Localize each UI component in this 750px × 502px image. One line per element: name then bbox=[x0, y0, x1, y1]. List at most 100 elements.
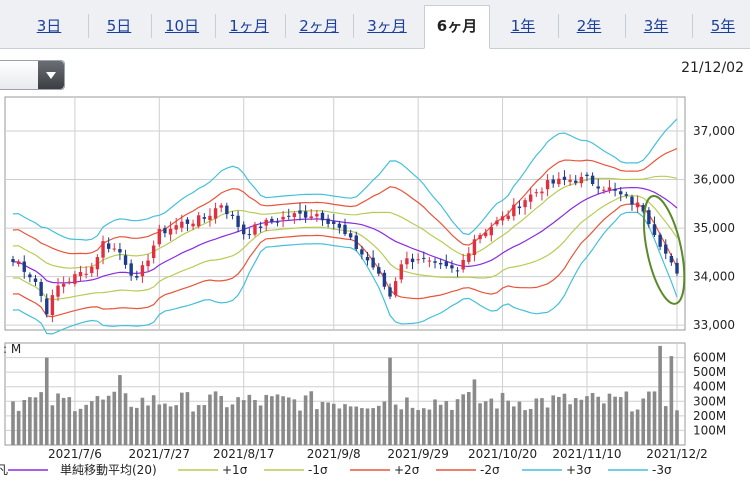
volume-bar bbox=[669, 356, 674, 445]
candle-body bbox=[461, 259, 465, 270]
volume-bar bbox=[163, 403, 167, 445]
candle-body bbox=[236, 215, 240, 227]
volume-tick-label: 400M bbox=[693, 380, 726, 394]
dropdown-button[interactable] bbox=[38, 61, 64, 89]
tab-11[interactable]: 5年 bbox=[710, 17, 736, 35]
volume-bar bbox=[444, 401, 449, 445]
volume-bar bbox=[557, 396, 561, 445]
candle-body bbox=[28, 274, 32, 278]
volume-bar bbox=[286, 397, 291, 445]
volume-bar bbox=[416, 410, 420, 445]
volume-bar bbox=[658, 345, 662, 445]
candle-body bbox=[472, 239, 477, 256]
volume-bar bbox=[388, 357, 392, 445]
volume-bar bbox=[44, 357, 49, 445]
volume-bar bbox=[134, 407, 139, 445]
candle-body bbox=[585, 174, 589, 177]
candle-body bbox=[590, 175, 595, 185]
price-tick-label: 33,000 bbox=[693, 318, 735, 332]
volume-bar bbox=[568, 404, 572, 445]
candle-body bbox=[73, 274, 77, 284]
candle-body bbox=[168, 228, 173, 235]
price-tick-label: 35,000 bbox=[693, 221, 735, 235]
volume-bar bbox=[157, 404, 162, 445]
candle-body bbox=[467, 253, 471, 262]
tab-3[interactable]: 10日 bbox=[164, 17, 200, 35]
volume-bar bbox=[270, 396, 274, 445]
volume-bar bbox=[613, 396, 617, 445]
candle-body bbox=[140, 265, 145, 277]
tab-separator bbox=[558, 14, 559, 38]
candle-body bbox=[343, 224, 347, 235]
volume-bar bbox=[433, 399, 437, 445]
volume-bar bbox=[421, 408, 426, 445]
tab-2[interactable]: 5日 bbox=[106, 17, 132, 35]
volume-bar bbox=[641, 398, 646, 445]
volume-bar bbox=[652, 391, 657, 445]
x-tick-label: 2021/8/17 bbox=[213, 447, 275, 461]
volume-bar bbox=[461, 394, 465, 445]
tab-8[interactable]: 1年 bbox=[510, 17, 536, 35]
candle-body bbox=[112, 248, 116, 250]
volume-bar bbox=[253, 400, 257, 445]
candle-body bbox=[607, 187, 612, 190]
band-minus-3sigma bbox=[12, 211, 678, 335]
volume-tick-label: 500M bbox=[693, 365, 726, 379]
candle-body bbox=[410, 258, 415, 263]
x-tick-label: 2021/7/27 bbox=[129, 447, 191, 461]
candle-body bbox=[118, 249, 122, 253]
candle-body bbox=[33, 278, 38, 282]
volume-bar bbox=[292, 399, 297, 445]
tab-6[interactable]: 3ヶ月 bbox=[367, 17, 407, 35]
x-tick-label: 2021/9/29 bbox=[387, 447, 449, 461]
volume-bar bbox=[180, 392, 184, 445]
period-tabs: 3日 5日 10日 1ヶ月 2ヶ月 3ヶ月 6ヶ月 1年 2年 3年 5年 bbox=[0, 0, 750, 49]
legend-label: -1σ bbox=[308, 463, 328, 477]
volume-bar bbox=[438, 404, 443, 445]
volume-bar bbox=[202, 405, 207, 445]
indicator-select[interactable] bbox=[0, 60, 65, 90]
tab-7[interactable]: 6ヶ月 bbox=[424, 5, 490, 49]
candle-body bbox=[551, 179, 555, 184]
volume-bar bbox=[337, 408, 342, 445]
candle-body bbox=[602, 189, 606, 191]
candle-body bbox=[61, 283, 66, 287]
volume-bar bbox=[399, 409, 404, 445]
tab-10[interactable]: 3年 bbox=[643, 17, 669, 35]
tab-1[interactable]: 3日 bbox=[36, 17, 62, 35]
volume-bar bbox=[343, 404, 347, 445]
tab-5[interactable]: 2ヶ月 bbox=[299, 17, 339, 35]
tab-separator bbox=[353, 14, 354, 38]
volume-bar bbox=[500, 392, 505, 445]
tab-4[interactable]: 1ヶ月 bbox=[229, 17, 269, 35]
candle-body bbox=[422, 257, 426, 259]
candle-body bbox=[213, 208, 218, 219]
candle-body bbox=[377, 267, 381, 274]
candle-body bbox=[596, 186, 600, 189]
volume-bar bbox=[320, 401, 325, 445]
x-tick-label: 2021/12/2 bbox=[646, 447, 708, 461]
candle-body bbox=[354, 235, 358, 250]
tab-9[interactable]: 2年 bbox=[576, 17, 602, 35]
volume-bar bbox=[101, 399, 105, 445]
volume-bar bbox=[647, 391, 651, 445]
candle-body bbox=[270, 218, 274, 222]
volume-bar bbox=[545, 407, 550, 445]
candle-body bbox=[540, 191, 544, 194]
candle-body bbox=[557, 178, 561, 185]
volume-bar bbox=[534, 398, 539, 445]
candle-body bbox=[360, 249, 364, 255]
candle-body bbox=[641, 205, 645, 212]
candle-body bbox=[163, 228, 167, 234]
price-tick-label: 34,000 bbox=[693, 270, 735, 284]
volume-bar bbox=[78, 408, 83, 445]
legend-prefix: 凡 bbox=[0, 463, 8, 477]
tab-separator bbox=[151, 14, 152, 38]
candle-body bbox=[315, 213, 319, 217]
candle-body bbox=[523, 200, 527, 208]
volume-bar bbox=[573, 398, 578, 445]
chart-date: 21/12/02 bbox=[681, 60, 744, 76]
volume-axis-label: : M bbox=[3, 342, 21, 356]
candle-body bbox=[416, 259, 420, 261]
